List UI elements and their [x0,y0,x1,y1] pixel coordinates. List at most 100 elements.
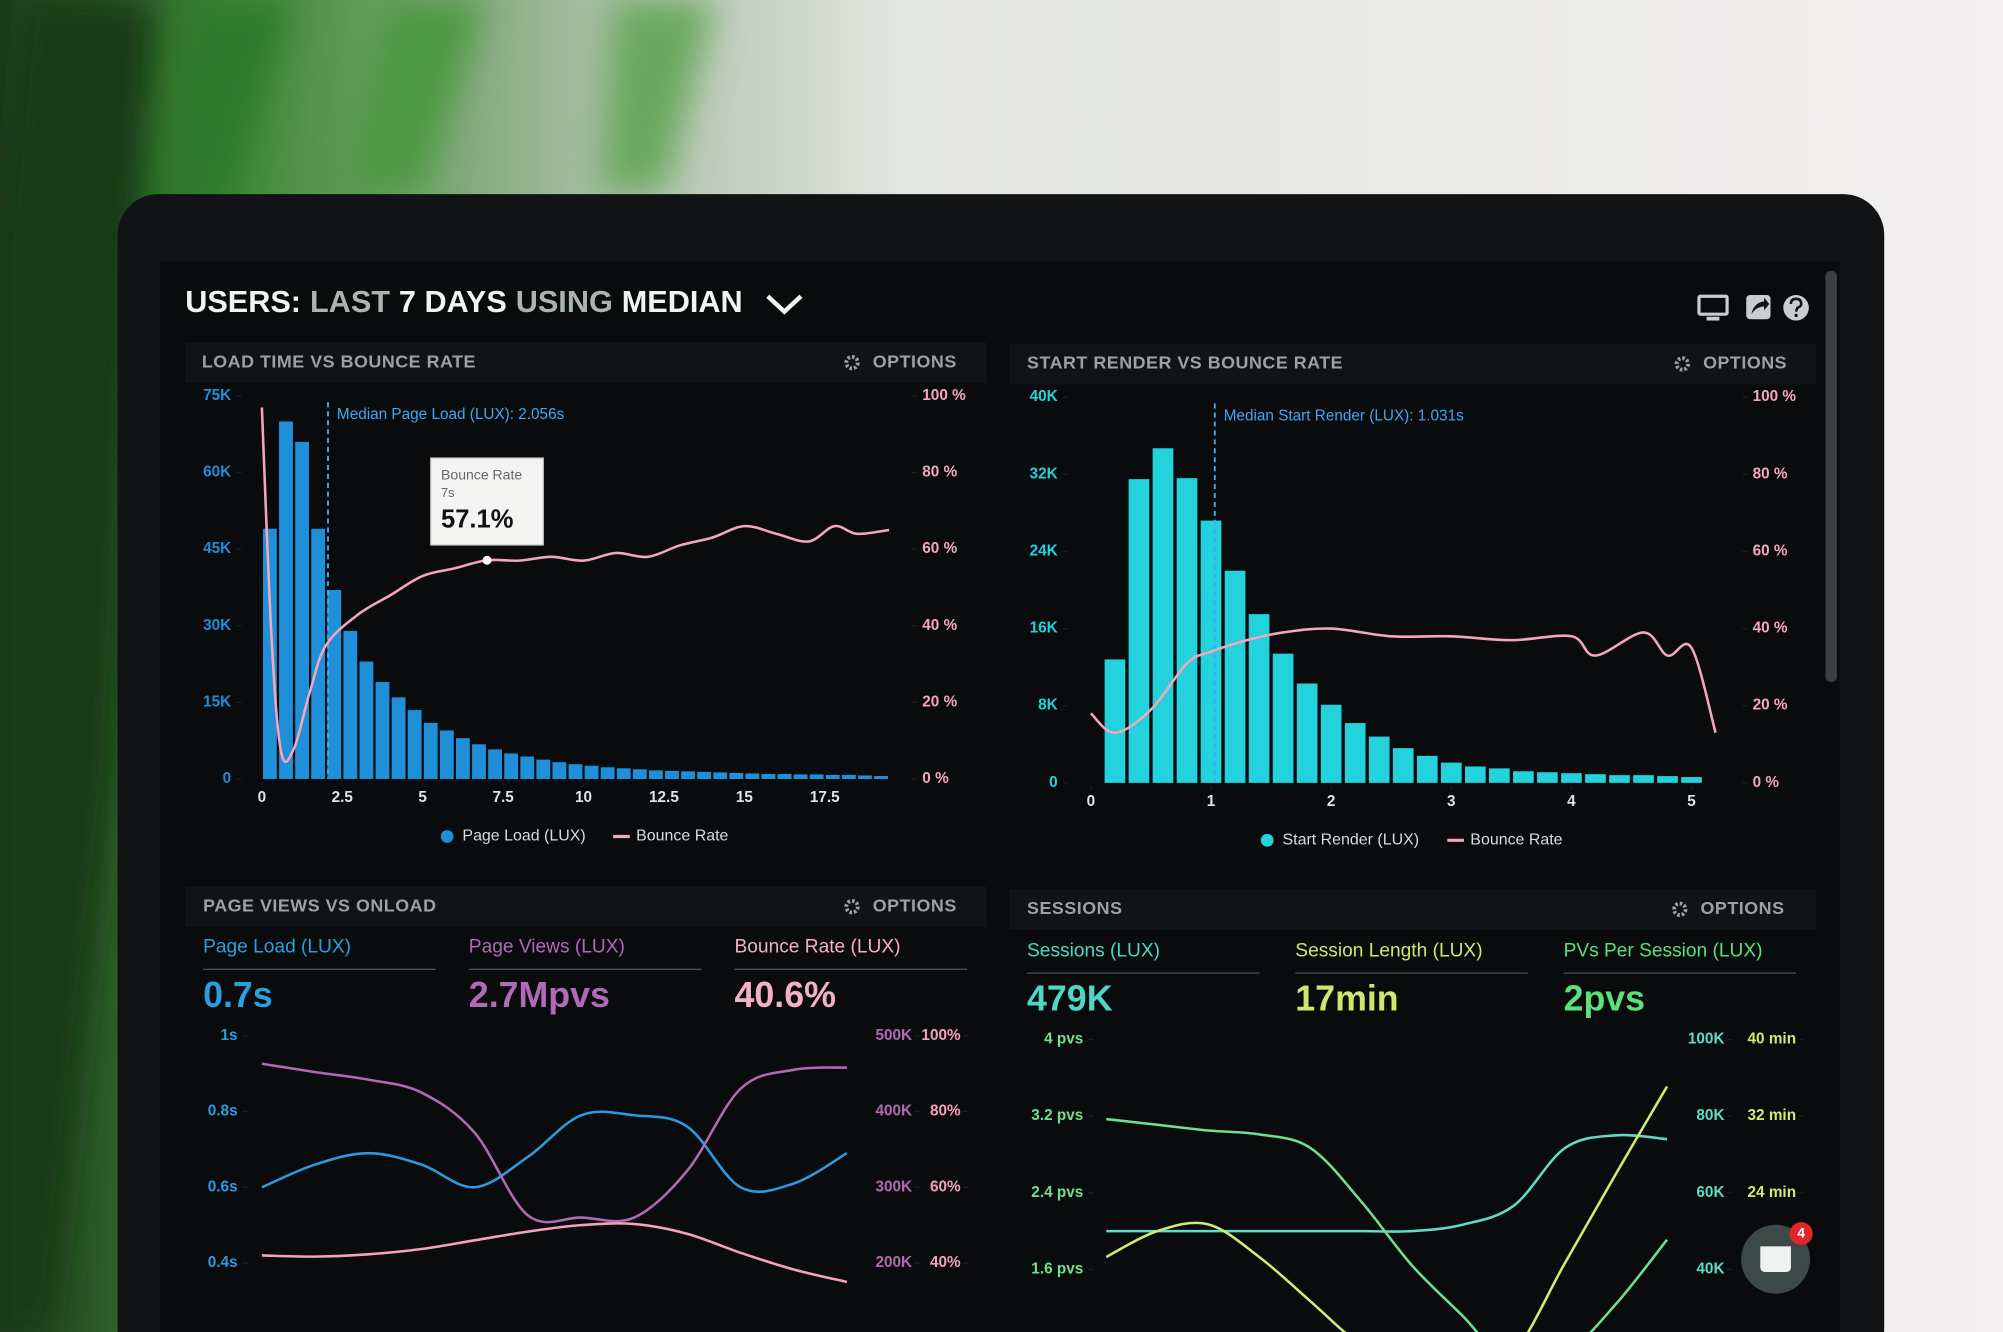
bar [1344,723,1366,783]
bar [1464,766,1486,783]
x-tick-label: 12.5 [649,789,679,806]
x-tick-label: 0 [258,789,267,806]
series-line [261,1110,848,1194]
bar [600,767,615,780]
panel-header [185,342,987,384]
bar [327,590,342,780]
tooltip-title: Bounce Rate [441,467,522,483]
legend-label: Bounce Rate [636,828,728,845]
tick-label: 80 % [922,464,957,481]
legend-label: Bounce Rate [1470,832,1562,849]
monitor-icon[interactable] [1697,294,1729,316]
bounce-line [260,407,890,764]
kpi-value: 17min [1295,979,1398,1019]
kpi-label: Sessions (LUX) [1027,940,1160,961]
tick-label: 40 min [1748,1031,1797,1048]
bar [761,773,776,780]
bar [713,772,728,780]
bar [616,768,631,780]
tick-label: 500K [875,1027,912,1044]
bar [1104,659,1126,783]
bar [488,749,502,780]
tick-label: 0 % [1753,774,1780,791]
bar [1320,704,1342,783]
bar [793,774,808,780]
help-dot [1794,313,1798,318]
median-label: Median Start Render (LUX): 1.031s [1224,407,1464,424]
panel-title: PAGE VIEWS VS ONLOAD [203,895,436,915]
bar [681,771,695,780]
tick-label: 4 pvs [1044,1031,1083,1048]
chat-badge-count: 4 [1797,1224,1805,1240]
panel-title: LOAD TIME VS BOUNCE RATE [202,351,476,371]
tick-label: 60 % [1753,542,1788,559]
legend-swatch [440,830,454,843]
bar [858,775,872,780]
series-line [261,1062,847,1224]
kpi-value: 40.6% [735,975,836,1015]
x-tick-label: 2.5 [332,789,354,806]
bar [407,710,422,780]
kpi-label: PVs Per Session (LUX) [1564,940,1763,961]
tick-label: 1s [221,1027,238,1044]
kpi-value: 479K [1027,979,1113,1019]
tick-label: 30K [203,617,231,634]
bar [279,421,293,780]
tick-label: 40K [1030,388,1058,405]
title-part: LAST [310,285,390,319]
leaf [600,0,716,192]
page-title: USERS: LAST 7 DAYS USING MEDIAN [185,285,742,319]
tick-label: 60 % [922,540,957,557]
tick-label: 15K [203,693,231,710]
bar [552,762,567,780]
leaf [0,0,154,1332]
bar [874,775,888,780]
bar [311,528,326,780]
kpi-label: Bounce Rate (LUX) [735,937,901,958]
options[interactable]: OPTIONS [1701,898,1785,918]
tick-label: 0 [1049,774,1058,791]
bar [391,697,406,780]
bar [568,764,583,780]
bar [825,774,840,780]
tick-label: 40% [930,1254,961,1271]
scrollbar[interactable] [1825,270,1837,682]
options[interactable]: OPTIONS [1703,353,1787,373]
panel-header [185,886,987,928]
legend-swatch [1260,833,1274,847]
tick-label: 100K [1688,1031,1725,1048]
bar [504,753,519,780]
gear-icon [1674,356,1691,372]
tick-label: 80 % [1753,465,1788,482]
legend-label: Start Render (LUX) [1283,832,1420,849]
tick-label: 0 [223,770,232,787]
chat-widget[interactable]: 4 [1741,1222,1813,1294]
tick-label: 45K [203,540,231,557]
series-line [261,1222,848,1284]
bar [1537,772,1558,783]
bar [809,774,824,780]
x-tick-label: 10 [575,789,592,806]
bar [1561,773,1582,783]
dropdown-chevron[interactable] [766,294,803,315]
bar [536,759,551,780]
bar [745,773,760,780]
tick-label: 75K [203,387,231,404]
bar [1513,771,1534,783]
bar [584,765,599,780]
x-tick-label: 3 [1447,793,1456,810]
tick-label: 3.2 pvs [1031,1107,1083,1124]
series-line [1105,1085,1669,1332]
bar [1248,614,1270,783]
bar [1657,776,1678,783]
options[interactable]: OPTIONS [873,895,957,915]
tick-label: 20 % [922,693,957,710]
tick-label: 200K [875,1254,912,1271]
chat-icon [1760,1246,1791,1272]
tick-label: 40 % [1753,620,1788,637]
bar [423,722,438,780]
bar [1681,777,1702,783]
options[interactable]: OPTIONS [873,351,957,371]
legend-label: Page Load (LUX) [462,828,585,845]
